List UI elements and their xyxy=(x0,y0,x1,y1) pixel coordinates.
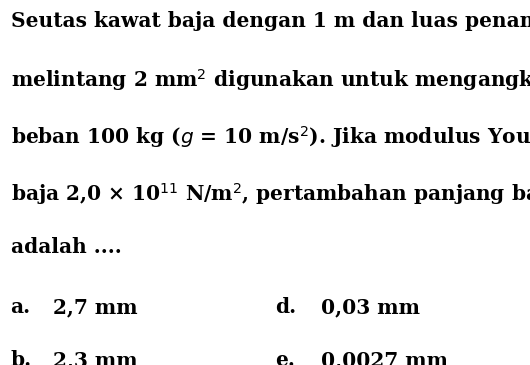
Text: melintang 2 mm$^2$ digunakan untuk mengangkat: melintang 2 mm$^2$ digunakan untuk menga… xyxy=(11,68,530,93)
Text: 2,7 mm: 2,7 mm xyxy=(53,297,138,318)
Text: 0,0027 mm: 0,0027 mm xyxy=(321,350,448,365)
Text: d.: d. xyxy=(276,297,297,318)
Text: Seutas kawat baja dengan 1 m dan luas penampang: Seutas kawat baja dengan 1 m dan luas pe… xyxy=(11,11,530,31)
Text: beban 100 kg ($g$ = 10 m/s$^2$). Jika modulus Young: beban 100 kg ($g$ = 10 m/s$^2$). Jika mo… xyxy=(11,124,530,150)
Text: 2,3 mm: 2,3 mm xyxy=(53,350,138,365)
Text: 0,03 mm: 0,03 mm xyxy=(321,297,420,318)
Text: adalah ....: adalah .... xyxy=(11,237,121,257)
Text: a.: a. xyxy=(11,297,31,318)
Text: e.: e. xyxy=(276,350,296,365)
Text: b.: b. xyxy=(11,350,32,365)
Text: baja 2,0 × 10$^{11}$ N/m$^2$, pertambahan panjang baja: baja 2,0 × 10$^{11}$ N/m$^2$, pertambaha… xyxy=(11,181,530,207)
